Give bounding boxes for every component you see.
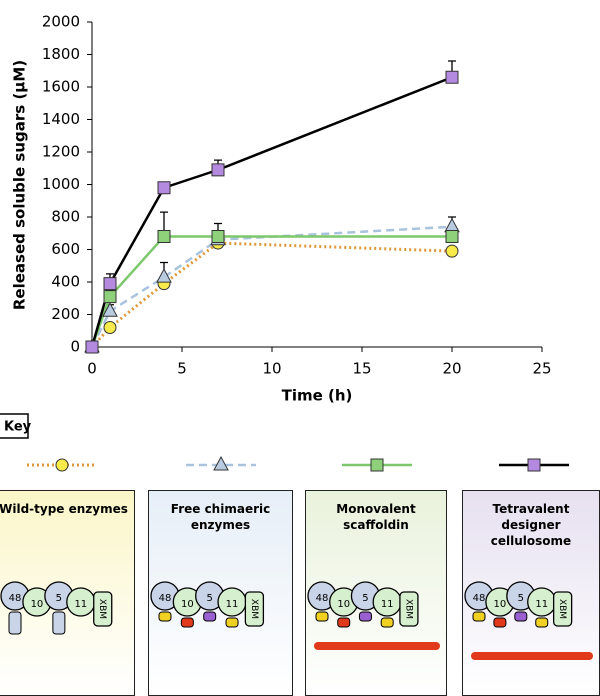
module-label: 11 xyxy=(535,599,548,610)
module-label: 48 xyxy=(316,593,329,604)
module-label: 5 xyxy=(518,593,524,604)
marker xyxy=(212,231,224,243)
y-tick-label: 1800 xyxy=(42,45,80,63)
y-tick-label: 1200 xyxy=(42,143,80,161)
legend-panel: Free chimaeric enzymes 48 10 5 11 XBM xyxy=(148,490,293,696)
marker xyxy=(371,459,383,471)
legend-label: Tetravalent designer cellulosome xyxy=(469,501,593,549)
x-tick-label: 25 xyxy=(532,360,551,378)
module-label: 10 xyxy=(31,599,44,610)
module-label: XBM xyxy=(557,599,567,619)
y-tick-label: 1000 xyxy=(42,175,80,193)
y-tick-label: 1600 xyxy=(42,78,80,96)
module-label: 10 xyxy=(181,599,194,610)
marker xyxy=(212,164,224,176)
marker xyxy=(86,341,98,353)
y-tick-label: 1400 xyxy=(42,110,80,128)
chart: Released soluble sugars (μM) Time (h) Ke… xyxy=(0,0,600,490)
dockerin xyxy=(536,618,548,627)
y-tick-label: 0 xyxy=(70,338,80,356)
module-label: XBM xyxy=(403,599,413,619)
legend-label: Wild-type enzymes xyxy=(0,501,128,517)
marker xyxy=(214,457,228,470)
dockerin xyxy=(159,612,171,621)
dockerin xyxy=(515,612,527,621)
module-label: 11 xyxy=(74,599,87,610)
y-tick-label: 200 xyxy=(51,305,80,323)
series-line xyxy=(92,77,452,347)
marker xyxy=(528,459,540,471)
x-tick-label: 10 xyxy=(262,360,281,378)
marker xyxy=(56,459,68,471)
module-label: 10 xyxy=(337,599,350,610)
linker-domain xyxy=(53,612,65,634)
module-label: 11 xyxy=(381,599,394,610)
series-line xyxy=(92,237,452,348)
marker xyxy=(446,245,458,257)
dockerin xyxy=(316,612,328,621)
module-label: 11 xyxy=(226,599,239,610)
module-diagram: 48 10 5 11 XBM xyxy=(463,551,600,691)
x-tick-label: 20 xyxy=(442,360,461,378)
legend-panel: Wild-type enzymes 48 10 5 11 XBM xyxy=(0,490,135,696)
dockerin xyxy=(494,618,506,627)
marker xyxy=(104,278,116,290)
key-title: Key xyxy=(4,420,32,435)
legend-label: Monovalent scaffoldin xyxy=(312,501,440,533)
legend-panel: Monovalent scaffoldin 48 10 5 11 XBM xyxy=(305,490,447,696)
module-label: 5 xyxy=(56,593,62,604)
x-tick-label: 15 xyxy=(352,360,371,378)
y-tick-label: 600 xyxy=(51,240,80,258)
module-label: XBM xyxy=(249,599,259,619)
marker xyxy=(158,231,170,243)
marker xyxy=(158,182,170,194)
module-label: 48 xyxy=(9,593,22,604)
marker xyxy=(104,291,116,303)
dockerin xyxy=(473,612,485,621)
linker-domain xyxy=(9,612,21,634)
legend-label: Free chimaeric enzymes xyxy=(155,501,286,533)
page: {"chart_data": {"type": "line", "y_label… xyxy=(0,0,600,696)
dockerin xyxy=(181,618,193,627)
y-tick-label: 400 xyxy=(51,273,80,291)
marker xyxy=(446,71,458,83)
marker xyxy=(446,231,458,243)
module-label: XBM xyxy=(97,599,107,619)
marker xyxy=(157,269,171,282)
module-label: 48 xyxy=(159,593,172,604)
dockerin xyxy=(338,618,350,627)
module-label: 5 xyxy=(207,593,213,604)
legend-panel: Tetravalent designer cellulosome 48 10 5 11 X… xyxy=(462,490,600,696)
module-label: 48 xyxy=(473,593,486,604)
dockerin xyxy=(204,612,216,621)
series-line xyxy=(92,227,452,347)
dockerin xyxy=(226,618,238,627)
marker xyxy=(104,322,116,334)
y-tick-label: 800 xyxy=(51,208,80,226)
marker xyxy=(445,219,459,232)
module-label: 10 xyxy=(494,599,507,610)
x-tick-label: 0 xyxy=(87,360,97,378)
module-diagram: 48 10 5 11 XBM xyxy=(0,551,135,691)
series-line xyxy=(92,243,452,347)
x-axis-title: Time (h) xyxy=(282,387,353,405)
module-diagram: 48 10 5 11 XBM xyxy=(306,551,447,691)
dockerin xyxy=(359,612,371,621)
dockerin xyxy=(381,618,393,627)
y-axis-title: Released soluble sugars (μM) xyxy=(11,60,29,310)
module-label: 5 xyxy=(362,593,368,604)
y-tick-label: 2000 xyxy=(42,13,80,31)
module-diagram: 48 10 5 11 XBM xyxy=(149,551,293,691)
x-tick-label: 5 xyxy=(177,360,187,378)
